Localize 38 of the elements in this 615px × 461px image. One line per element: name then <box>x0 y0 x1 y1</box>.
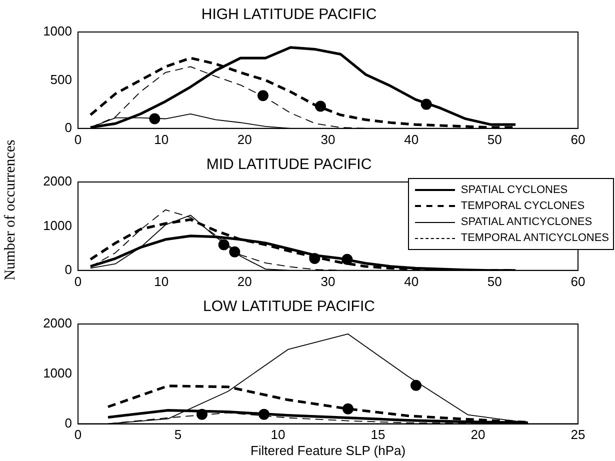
y-axis-title: Number of occurrences <box>2 140 20 280</box>
x-tick-label: 25 <box>570 427 586 442</box>
y-tick-label: 500 <box>50 72 72 87</box>
chart-title: MID LATITUDE PACIFIC <box>206 156 372 174</box>
x-tick-label: 50 <box>487 132 502 147</box>
y-tick-label: 2000 <box>43 174 72 189</box>
x-tick-label: 50 <box>487 274 502 289</box>
x-tick-label: 5 <box>174 427 182 442</box>
x-tick-label: 0 <box>74 427 82 442</box>
x-tick-label: 40 <box>404 274 419 289</box>
y-tick-label: 0 <box>64 415 72 430</box>
chart-title: LOW LATITUDE PACIFIC <box>203 298 376 316</box>
y-tick-label: 1000 <box>43 218 72 233</box>
legend-label: SPATIAL CYCLONES <box>460 184 568 196</box>
x-tick-label: 10 <box>154 274 169 289</box>
legend-label: TEMPORAL ANTICYCLONES <box>460 232 609 244</box>
y-tick-label: 2000 <box>43 316 72 331</box>
x-tick-label: 0 <box>74 274 82 289</box>
x-tick-label: 0 <box>74 132 82 147</box>
x-tick-label: 40 <box>404 132 419 147</box>
x-tick-label: 30 <box>320 274 336 289</box>
y-tick-label: 1000 <box>43 365 72 380</box>
y-tick-label: 1000 <box>43 24 72 39</box>
y-tick-label: 0 <box>64 262 72 277</box>
x-tick-label: 20 <box>470 427 486 442</box>
x-tick-label: 30 <box>320 132 336 147</box>
legend-label: TEMPORAL CYCLONES <box>460 200 585 212</box>
x-tick-label: 60 <box>570 274 586 289</box>
y-tick-label: 0 <box>64 120 72 135</box>
x-tick-label: 10 <box>270 427 286 442</box>
chart-title: HIGH LATITUDE PACIFIC <box>201 6 377 24</box>
x-tick-label: 60 <box>570 132 586 147</box>
x-tick-label: 15 <box>370 427 386 442</box>
x-tick-label: 10 <box>154 132 169 147</box>
legend-label: SPATIAL ANTICYCLONES <box>460 216 592 228</box>
x-tick-label: 20 <box>237 132 252 147</box>
x-tick-label: 20 <box>237 274 252 289</box>
x-axis-title: Filtered Feature SLP (hPa) <box>250 442 406 458</box>
